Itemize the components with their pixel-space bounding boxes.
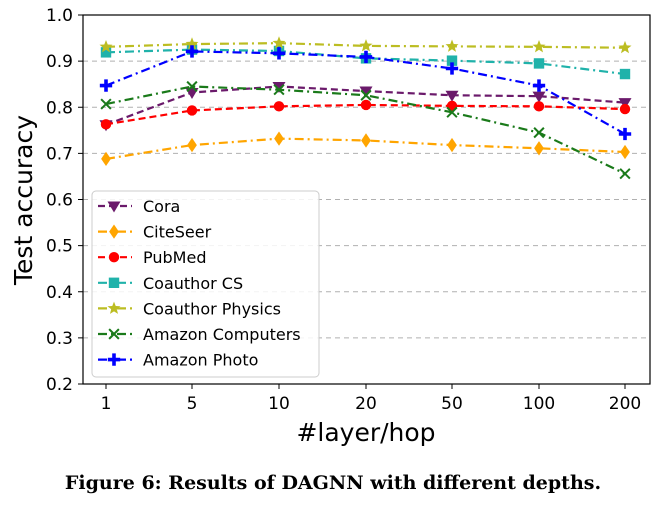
data-point-coauthor-physics	[618, 40, 632, 54]
y-tick-label: 0.5	[46, 237, 73, 257]
data-point-pubmed	[186, 105, 198, 116]
data-point-amazon-computers	[533, 127, 545, 139]
data-point-amazon-photo	[532, 79, 546, 92]
legend-label: Coauthor Physics	[143, 299, 281, 318]
data-point-amazon-computers	[446, 106, 458, 118]
data-point-pubmed	[273, 101, 285, 112]
series-citeseer	[101, 131, 630, 167]
x-tick-label: 1	[101, 394, 112, 414]
legend-label: Coauthor CS	[143, 274, 243, 293]
data-point-citeseer	[101, 151, 111, 167]
data-point-coauthor-physics	[185, 37, 199, 50]
data-point-amazon-photo	[618, 127, 632, 141]
data-point-amazon-photo	[272, 47, 286, 60]
data-point-coauthor-cs	[533, 58, 545, 69]
data-point-citeseer	[361, 133, 371, 148]
data-point-cora	[445, 90, 459, 102]
y-tick-label: 0.3	[46, 329, 73, 349]
legend-marker	[108, 252, 120, 263]
legend-label: Cora	[143, 197, 180, 216]
data-point-cora	[359, 86, 373, 98]
legend-label: PubMed	[143, 248, 206, 267]
x-tick-label: 200	[609, 394, 641, 414]
data-point-cora	[272, 81, 286, 93]
data-point-coauthor-physics	[359, 39, 373, 52]
legend-marker	[108, 328, 120, 340]
legend-entry-amazon-photo: Amazon Photo	[98, 351, 258, 370]
y-tick-label: 0.4	[46, 283, 73, 303]
legend-marker	[107, 301, 121, 314]
legend-entry-pubmed: PubMed	[98, 248, 206, 267]
data-point-pubmed	[360, 99, 372, 111]
x-tick-label: 100	[523, 394, 555, 414]
legend-entry-citeseer: CiteSeer	[98, 223, 212, 242]
y-ticks: 0.2 0.3 0.4 0.5 0.6 0.7 0.8 0.9 1.0	[46, 6, 83, 395]
legend-box	[91, 190, 320, 378]
data-point-pubmed	[533, 101, 545, 112]
legend-marker	[107, 353, 121, 366]
figure-caption: Figure 6: Results of DAGNN with differen…	[64, 472, 602, 494]
legend-marker	[109, 224, 119, 239]
data-point-coauthor-physics	[99, 40, 113, 53]
series-amazon-photo	[99, 45, 632, 141]
legend-label: CiteSeer	[143, 223, 212, 242]
legend-marker	[107, 201, 121, 213]
data-point-pubmed	[619, 103, 631, 115]
x-tick-label: 5	[187, 394, 198, 414]
series-layer	[99, 36, 632, 180]
data-point-amazon-computers	[100, 98, 112, 110]
data-point-coauthor-cs	[446, 55, 458, 66]
data-point-cora	[618, 98, 632, 110]
data-point-coauthor-physics	[532, 40, 546, 53]
legend-marker	[108, 277, 120, 288]
data-point-amazon-computers	[273, 84, 285, 96]
y-tick-label: 1.0	[46, 6, 73, 26]
data-point-amazon-computers	[186, 80, 198, 93]
x-tick-label: 50	[441, 394, 463, 414]
y-axis-label: Test accuracy	[9, 115, 38, 286]
legend-entry-amazon-computers: Amazon Computers	[98, 325, 301, 344]
legend: Cora CiteSeer PubMed Coauthor CS Coauthor Ph…	[91, 190, 320, 378]
data-point-amazon-photo	[99, 79, 113, 92]
data-point-amazon-computers	[619, 168, 631, 180]
legend-entry-coauthor-cs: Coauthor CS	[98, 274, 243, 293]
y-tick-label: 0.8	[46, 98, 73, 118]
data-point-citeseer	[620, 144, 630, 160]
x-ticks: 1 5 10 20 50 100 200	[101, 384, 641, 414]
y-tick-label: 0.2	[46, 375, 73, 395]
y-tick-label: 0.6	[46, 191, 73, 211]
data-point-amazon-photo	[359, 50, 373, 64]
series-coauthor-physics	[99, 36, 632, 54]
data-point-coauthor-physics	[445, 39, 459, 52]
data-point-citeseer	[274, 131, 284, 146]
data-point-citeseer	[187, 137, 197, 153]
x-tick-label: 20	[355, 394, 377, 414]
series-amazon-computers	[100, 80, 631, 180]
data-point-coauthor-cs	[100, 47, 112, 58]
x-axis-label: #layer/hop	[296, 418, 435, 447]
x-tick-label: 10	[268, 394, 290, 414]
data-point-amazon-photo	[445, 62, 459, 75]
legend-label: Amazon Photo	[143, 351, 258, 370]
data-point-pubmed	[100, 119, 112, 130]
data-point-amazon-photo	[185, 45, 199, 58]
data-point-amazon-computers	[360, 89, 372, 101]
y-tick-label: 0.9	[46, 52, 73, 72]
data-point-cora	[532, 91, 546, 103]
legend-label: Amazon Computers	[143, 325, 301, 344]
data-point-coauthor-cs	[619, 68, 631, 80]
data-point-coauthor-physics	[272, 36, 286, 49]
legend-entry-coauthor-physics: Coauthor Physics	[98, 299, 281, 318]
legend-entry-cora: Cora	[98, 197, 180, 216]
data-point-citeseer	[534, 141, 544, 156]
data-point-citeseer	[447, 137, 457, 153]
y-tick-label: 0.7	[46, 144, 73, 164]
